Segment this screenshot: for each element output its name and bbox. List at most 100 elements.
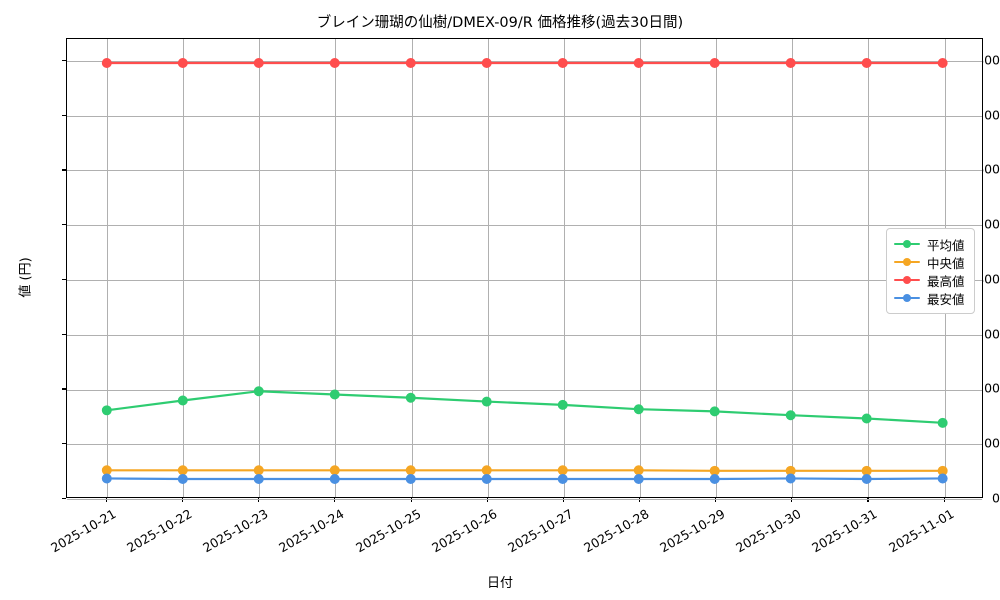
x-axis-tick-label: 2025-10-31 (809, 506, 880, 556)
series-marker (785, 465, 796, 476)
series-marker (177, 465, 188, 476)
series-line (105, 469, 944, 472)
gridline-vertical (106, 39, 108, 497)
series-marker (861, 465, 872, 476)
series-marker (633, 58, 644, 68)
gridline-horizontal (67, 60, 982, 62)
series-marker (785, 58, 796, 68)
y-axis-tick-mark (62, 59, 66, 61)
series-marker (785, 410, 796, 421)
y-axis-tick-mark (62, 114, 66, 116)
series-marker (709, 58, 720, 68)
series-marker (861, 413, 872, 424)
x-axis-tick-mark (867, 498, 869, 502)
series-line (105, 477, 944, 481)
x-axis-tick-label: 2025-11-01 (885, 506, 957, 556)
y-axis-tick-mark (62, 388, 66, 390)
series-marker (633, 465, 644, 476)
x-axis-tick-mark (562, 498, 564, 502)
data-series-layer (101, 58, 948, 484)
legend-item[interactable]: 最安値 (894, 289, 965, 307)
x-axis-tick-mark (105, 498, 107, 502)
x-axis-tick-label: 2025-10-28 (581, 506, 652, 556)
series-marker (481, 58, 492, 68)
legend-label: 平均値 (927, 237, 965, 253)
series-marker (633, 404, 644, 415)
x-axis-tick-mark (334, 498, 336, 502)
gridline-vertical (335, 39, 337, 497)
plot-area (66, 38, 983, 500)
series-marker (709, 474, 720, 484)
series-marker (253, 465, 264, 476)
x-axis-tick-mark (410, 498, 412, 502)
series-marker (481, 396, 492, 407)
x-axis-tick-mark (638, 498, 641, 502)
series-marker (557, 58, 568, 68)
legend-item[interactable]: 平均値 (894, 235, 965, 253)
x-axis-tick-mark (791, 498, 793, 502)
gridline-horizontal (67, 225, 982, 227)
y-axis-tick-label: 0 (992, 490, 1000, 506)
x-axis-tick-mark (182, 498, 184, 502)
gridline-vertical (563, 39, 565, 497)
gridline-horizontal (67, 115, 982, 117)
gridline-vertical (183, 39, 184, 497)
series-marker (557, 465, 568, 476)
series-marker (937, 465, 948, 476)
legend-label: 最高値 (927, 273, 965, 289)
x-axis-tick-label: 2025-10-27 (504, 506, 576, 556)
x-axis-tick-label: 2025-10-24 (276, 506, 347, 556)
x-axis-label: 日付 (486, 576, 513, 591)
series-marker (861, 474, 872, 484)
gridline-horizontal (67, 280, 982, 281)
gridline-horizontal (67, 499, 982, 500)
legend-label: 中央値 (927, 255, 965, 271)
series-marker (405, 392, 416, 403)
series-marker (481, 474, 492, 484)
gridline-horizontal (67, 444, 982, 446)
series-marker (937, 473, 948, 484)
series-marker (177, 474, 188, 484)
series-marker (709, 406, 720, 417)
gridline-vertical (640, 39, 641, 497)
series-marker (405, 474, 416, 484)
series-marker (101, 465, 112, 476)
chart-legend: 平均値中央値最高値 最安値 (886, 228, 975, 314)
y-axis-tick-mark (62, 443, 66, 445)
legend-item[interactable]: 最高値 (894, 271, 965, 289)
series-marker (253, 58, 264, 68)
gridline-vertical (259, 39, 261, 497)
y-axis-tick-mark (62, 498, 66, 500)
gridline-horizontal (67, 334, 982, 336)
series-marker (101, 405, 112, 416)
y-axis-label: 値 (円) (18, 257, 34, 298)
series-marker (633, 474, 644, 484)
x-axis-tick-label: 2025-10-23 (200, 506, 271, 556)
series-marker (329, 465, 340, 476)
series-marker (557, 399, 568, 410)
gridline-vertical (868, 39, 870, 497)
legend-swatch-icon (894, 292, 920, 304)
series-marker (177, 58, 188, 68)
x-axis-tick-mark (258, 498, 260, 502)
series-marker (329, 389, 340, 400)
series-marker (557, 474, 568, 484)
x-axis-tick-label: 2025-10-30 (733, 506, 804, 556)
x-axis-tick-label: 2025-10-29 (657, 506, 728, 556)
y-axis-tick-mark (62, 169, 66, 171)
x-axis-tick-label: 2025-10-25 (352, 506, 423, 556)
gridline-vertical (716, 39, 718, 497)
gridline-vertical (411, 39, 413, 497)
series-marker (405, 58, 416, 68)
series-marker (937, 58, 948, 68)
series-marker (709, 465, 720, 476)
legend-swatch-icon (894, 274, 920, 286)
series-marker (405, 465, 416, 476)
legend-item[interactable]: 中央値 (894, 253, 965, 271)
series-marker (101, 473, 112, 484)
series-marker (253, 474, 264, 484)
series-marker (101, 58, 112, 68)
x-axis-tick-mark (943, 498, 945, 502)
series-marker (329, 474, 340, 484)
